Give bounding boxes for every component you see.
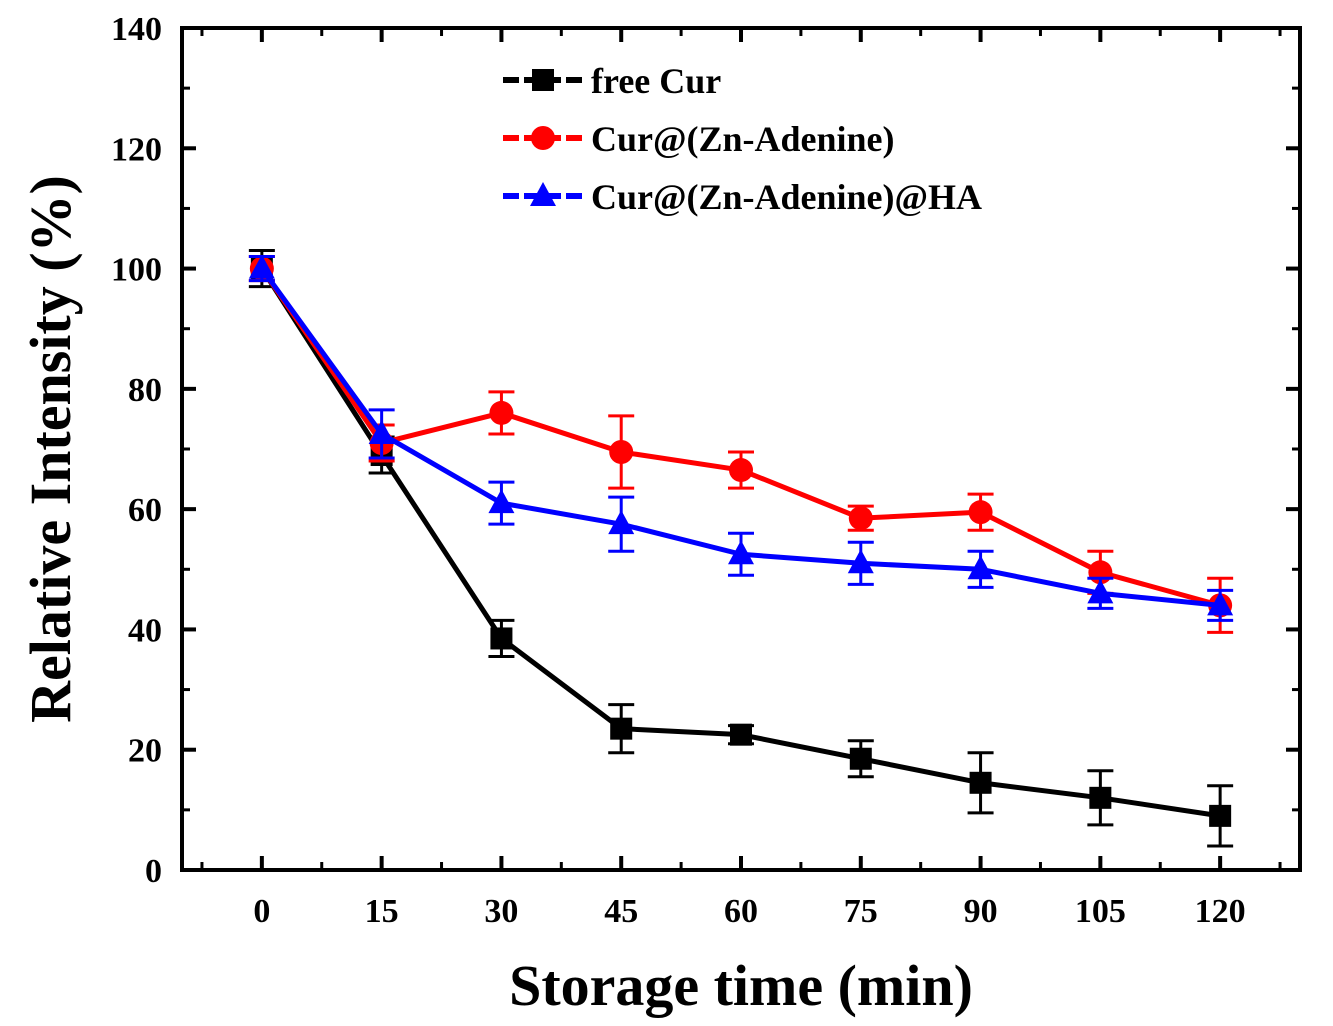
data-point xyxy=(729,458,753,483)
y-tick-label: 0 xyxy=(145,853,162,890)
y-tick-label: 120 xyxy=(111,131,162,168)
x-tick-label: 0 xyxy=(253,893,270,930)
data-point xyxy=(968,500,993,525)
y-tick-label: 40 xyxy=(128,612,162,649)
data-point xyxy=(967,555,994,580)
legend-entry: Cur@(Zn-Adenine) xyxy=(503,119,895,159)
legend-label: Cur@(Zn-Adenine) xyxy=(591,119,895,159)
x-tick-label: 45 xyxy=(604,893,638,930)
data-point xyxy=(368,419,395,444)
legend-marker xyxy=(532,69,554,91)
data-point xyxy=(847,549,874,574)
x-tick-label: 60 xyxy=(724,893,758,930)
data-point xyxy=(610,717,633,740)
data-point xyxy=(488,489,515,514)
data-point xyxy=(608,510,635,535)
x-tick-label: 30 xyxy=(484,893,518,930)
legend-label: free Cur xyxy=(591,61,721,101)
y-tick-label: 60 xyxy=(128,492,162,529)
data-point xyxy=(730,723,752,746)
y-tick-label: 140 xyxy=(111,11,162,48)
y-tick-label: 20 xyxy=(128,733,162,770)
data-point xyxy=(1089,786,1112,809)
data-point xyxy=(1209,804,1232,827)
data-point xyxy=(1207,591,1234,616)
y-tick-label: 100 xyxy=(111,252,162,289)
y-axis-title: Relative Intensity (%) xyxy=(18,175,83,723)
data-point xyxy=(490,627,513,650)
data-point xyxy=(489,400,514,425)
x-axis-title: Storage time (min) xyxy=(509,953,973,1018)
data-point xyxy=(849,747,872,770)
x-tick-label: 15 xyxy=(365,893,399,930)
x-tick-label: 120 xyxy=(1195,893,1246,930)
legend-entry: Cur@(Zn-Adenine)@HA xyxy=(503,177,982,217)
legend-marker xyxy=(530,182,556,206)
data-point xyxy=(728,540,754,565)
data-point xyxy=(848,506,873,531)
legend-marker xyxy=(531,126,555,150)
legend-label: Cur@(Zn-Adenine)@HA xyxy=(591,177,982,217)
x-tick-label: 75 xyxy=(844,893,878,930)
data-point xyxy=(609,440,634,465)
series-cur-zn-adenine-ha xyxy=(248,254,1234,622)
x-tick-label: 90 xyxy=(964,893,998,930)
y-tick-label: 80 xyxy=(128,372,162,409)
legend-entry: free Cur xyxy=(503,61,721,101)
data-point xyxy=(248,254,275,279)
x-tick-label: 105 xyxy=(1075,893,1126,930)
data-point xyxy=(1087,579,1114,604)
data-point xyxy=(969,771,992,794)
